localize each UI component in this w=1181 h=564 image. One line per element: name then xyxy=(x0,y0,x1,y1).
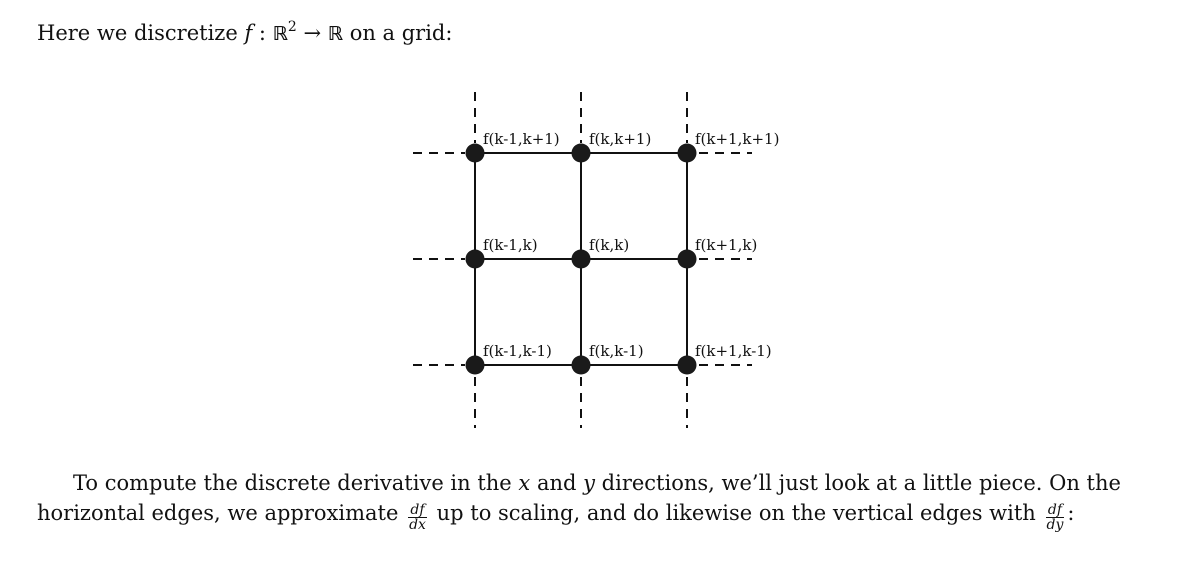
grid-node xyxy=(677,143,697,163)
paragraph-text-1b: and xyxy=(530,471,584,495)
grid-node xyxy=(571,143,591,163)
codomain-symbol: ℝ xyxy=(327,23,344,45)
fraction-df-dx: df dx xyxy=(408,503,427,532)
grid-dashed-extensions xyxy=(413,92,752,428)
paragraph-text-2c: : xyxy=(1067,501,1075,525)
arrow-symbol: → xyxy=(296,21,328,45)
paragraph-line-1: To compute the discrete derivative in th… xyxy=(73,470,1121,496)
grid-node-label: f(k+1,k-1) xyxy=(695,342,772,360)
intro-text-after: on a grid: xyxy=(343,21,453,45)
function-symbol: f xyxy=(244,21,253,45)
fraction-df-dy-denominator: dy xyxy=(1046,517,1064,533)
grid-node xyxy=(571,249,591,269)
grid-node-label: f(k,k) xyxy=(589,236,629,254)
grid-node-label: f(k,k+1) xyxy=(589,130,651,148)
grid-node-label: f(k+1,k+1) xyxy=(695,130,779,148)
fraction-df-dy: df dy xyxy=(1045,503,1065,533)
domain-symbol: ℝ xyxy=(272,23,288,45)
grid-node-label: f(k-1,k+1) xyxy=(483,130,560,148)
paragraph-text-1c: directions, we’ll just look at a little … xyxy=(594,471,1121,495)
grid-node-labels: f(k-1,k+1) f(k,k+1) f(k+1,k+1) f(k-1,k) f(k,… xyxy=(483,130,779,360)
paragraph-text-2a: horizontal edges, we approximate xyxy=(37,501,406,525)
grid-node xyxy=(465,143,485,163)
grid-nodes xyxy=(465,143,697,375)
math-y: y xyxy=(583,471,595,495)
grid-node-label: f(k-1,k-1) xyxy=(483,342,552,360)
grid-node-label: f(k,k-1) xyxy=(589,342,644,360)
domain-exponent: 2 xyxy=(287,19,297,35)
grid-node xyxy=(465,249,485,269)
grid-node xyxy=(571,355,591,375)
paragraph-line-2: horizontal edges, we approximate df dx up… xyxy=(37,500,1074,532)
fraction-df-dx-numerator: df xyxy=(408,503,427,518)
intro-text-before: Here we discretize xyxy=(37,21,245,45)
grid-node-label: f(k-1,k) xyxy=(483,236,538,254)
colon-symbol: : xyxy=(252,21,273,45)
paragraph-text-1a: To compute the discrete derivative in th… xyxy=(73,471,519,495)
grid-node xyxy=(677,355,697,375)
fraction-df-dx-denominator: dx xyxy=(409,517,426,533)
intro-sentence: Here we discretize f : ℝ2 → ℝ on a grid: xyxy=(37,14,452,47)
grid-node-label: f(k+1,k) xyxy=(695,236,757,254)
grid-node xyxy=(465,355,485,375)
grid-node xyxy=(677,249,697,269)
math-x: x xyxy=(518,471,531,495)
paragraph-text-2b: up to scaling, and do likewise on the ve… xyxy=(429,501,1043,525)
fraction-df-dy-numerator: df xyxy=(1045,503,1065,518)
